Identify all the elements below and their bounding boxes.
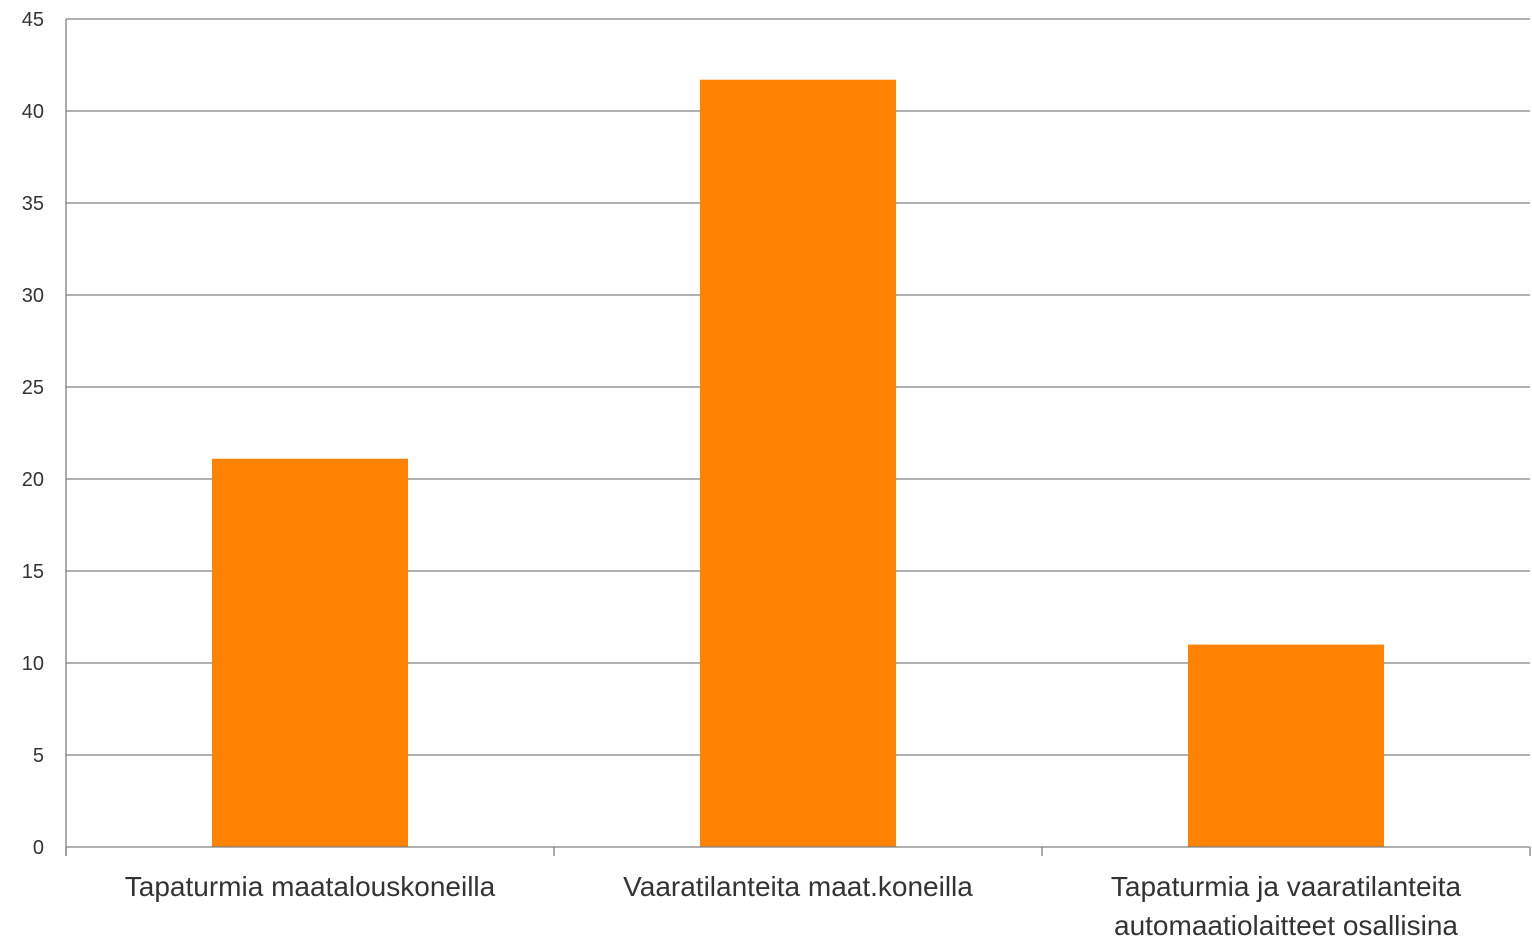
bar-3 xyxy=(1188,644,1384,847)
x-tick-label-2: Vaaratilanteita maat.koneilla xyxy=(623,871,973,902)
x-tick-label-line: Vaaratilanteita maat.koneilla xyxy=(623,871,973,902)
y-tick-label-40: 40 xyxy=(22,101,44,123)
x-axis-tick-labels: Tapaturmia maatalouskoneilla Vaaratilante… xyxy=(125,871,1462,941)
y-tick-label-0: 0 xyxy=(33,837,44,859)
y-tick-label-45: 45 xyxy=(22,9,44,31)
x-tick-label-line: automaatiolaitteet osallisina xyxy=(1114,910,1458,941)
y-axis-tick-labels: 0 5 10 15 20 25 30 35 40 45 xyxy=(22,9,44,859)
bars xyxy=(212,79,1384,848)
y-tick-label-25: 25 xyxy=(22,377,44,399)
y-tick-label-30: 30 xyxy=(22,285,44,307)
x-tick-label-line: Tapaturmia ja vaaratilanteita xyxy=(1111,871,1462,902)
y-tick-label-15: 15 xyxy=(22,561,44,583)
bar-1 xyxy=(212,458,408,847)
y-tick-label-35: 35 xyxy=(22,193,44,215)
bar-2 xyxy=(700,79,896,848)
x-tick-label-3: Tapaturmia ja vaaratilanteita automaatiol… xyxy=(1111,871,1462,941)
y-tick-label-10: 10 xyxy=(22,653,44,675)
axes xyxy=(65,19,1531,856)
y-tick-label-20: 20 xyxy=(22,469,44,491)
x-tick-label-1: Tapaturmia maatalouskoneilla xyxy=(125,871,496,902)
y-tick-label-5: 5 xyxy=(33,745,44,767)
x-tick-label-line: Tapaturmia maatalouskoneilla xyxy=(125,871,496,902)
